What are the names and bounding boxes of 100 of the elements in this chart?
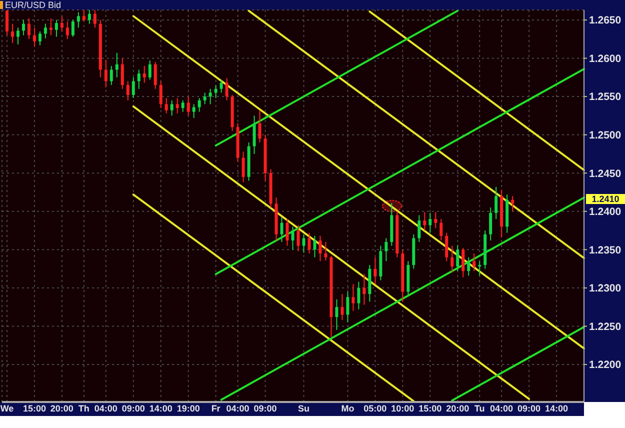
x-tick-label: Tu (474, 403, 485, 414)
candlestick (335, 298, 338, 331)
candlestick (120, 58, 124, 90)
y-tick-label: 1.2300 (589, 282, 622, 295)
y-tick-label: 1.2650 (589, 14, 622, 27)
candlestick (418, 214, 421, 242)
candlestick (142, 65, 146, 84)
x-tick-label: 05:00 (364, 403, 387, 414)
candlestick (192, 104, 196, 118)
candlestick (352, 284, 355, 312)
candlestick (93, 10, 96, 28)
candlestick (49, 18, 52, 36)
x-tick-label: Su (298, 403, 310, 414)
y-tick-label: 1.2400 (589, 206, 622, 218)
candlestick (115, 52, 118, 78)
candlestick (302, 234, 306, 254)
x-tick-label: 15:00 (418, 403, 442, 414)
x-tick-label: Mo (341, 403, 355, 414)
candlestick (462, 248, 465, 278)
x-tick-label: 09:00 (122, 403, 145, 414)
candlestick (296, 224, 300, 252)
x-tick-label: 04:00 (490, 403, 514, 414)
x-tick-label: 14:00 (149, 403, 172, 414)
y-tick-label: 1.2200 (589, 359, 622, 372)
candlestick (357, 281, 360, 310)
candlestick (313, 235, 316, 258)
candlestick (494, 186, 498, 220)
candlestick (489, 207, 492, 241)
candlestick (126, 80, 130, 101)
candlestick (280, 216, 284, 242)
x-tick-label: 09:00 (518, 403, 541, 414)
candlestick (148, 60, 152, 80)
candlestick (346, 291, 350, 323)
chart-title: EUR/USD Bid (5, 0, 62, 10)
x-tick-label: 14:00 (545, 403, 568, 414)
candlestick (159, 80, 162, 108)
y-tick-label: 1.2550 (589, 91, 622, 104)
candlestick (258, 110, 262, 143)
candlestick (32, 27, 36, 48)
candlestick (208, 88, 212, 105)
candlestick (434, 212, 438, 229)
candlestick (252, 115, 256, 154)
candlestick (456, 244, 460, 272)
y-tick-label: 1.2450 (589, 168, 622, 180)
candlestick (428, 212, 432, 234)
x-tick-label: 04:00 (94, 403, 118, 414)
candlestick (467, 256, 470, 276)
candlestick (22, 19, 25, 36)
candlestick (214, 84, 218, 99)
candlestick (44, 23, 47, 39)
x-tick-label: 19:00 (176, 403, 200, 414)
candlestick (164, 98, 168, 114)
candlestick (181, 100, 184, 112)
x-tick-label: 04:00 (226, 403, 250, 414)
candlestick (511, 196, 514, 212)
x-tick-label: Fr (211, 403, 221, 414)
y-tick-label: 1.2500 (589, 130, 622, 142)
candlestick (384, 238, 388, 262)
y-tick-label: 1.2250 (589, 320, 622, 333)
candlestick (362, 274, 366, 306)
candlestick (82, 10, 86, 22)
candlestick (66, 20, 69, 40)
candlestick (286, 218, 289, 246)
candlestick (137, 69, 140, 90)
candlestick (76, 12, 80, 28)
candlestick (154, 62, 157, 90)
candlestick (198, 98, 201, 112)
candlestick (242, 151, 245, 183)
candlestick (16, 27, 20, 45)
candlestick (450, 245, 454, 274)
candlestick (324, 241, 328, 261)
x-tick-label: 20:00 (446, 403, 470, 414)
candlestick (186, 96, 190, 116)
candlestick (132, 76, 135, 99)
candlestick (110, 65, 113, 86)
x-tick-label: 15:00 (22, 403, 46, 414)
candlestick (374, 256, 377, 285)
candlestick (472, 252, 476, 272)
text: 1.2410 (586, 194, 625, 204)
x-tick-label: 09:00 (254, 403, 277, 414)
candlestick (445, 232, 448, 262)
x-tick-label: 10:00 (391, 403, 414, 414)
candlestick (203, 92, 206, 105)
x-tick-label: 20:00 (50, 403, 74, 414)
candlestick (291, 226, 294, 250)
x-tick-label: Th (78, 403, 90, 414)
candlestick (308, 232, 311, 254)
candlestick (6, 10, 8, 36)
y-tick-label: 1.2350 (589, 244, 622, 256)
candlestick (318, 235, 322, 262)
candlestick (423, 212, 426, 231)
candlestick (478, 260, 482, 276)
candlestick (220, 79, 223, 94)
candlestick (104, 59, 108, 88)
x-tick-label: We (0, 403, 14, 414)
candlestick (38, 30, 42, 46)
candlestick (10, 23, 14, 44)
candlestick (440, 218, 443, 241)
candlestick (88, 10, 91, 24)
candlestick (54, 19, 58, 38)
